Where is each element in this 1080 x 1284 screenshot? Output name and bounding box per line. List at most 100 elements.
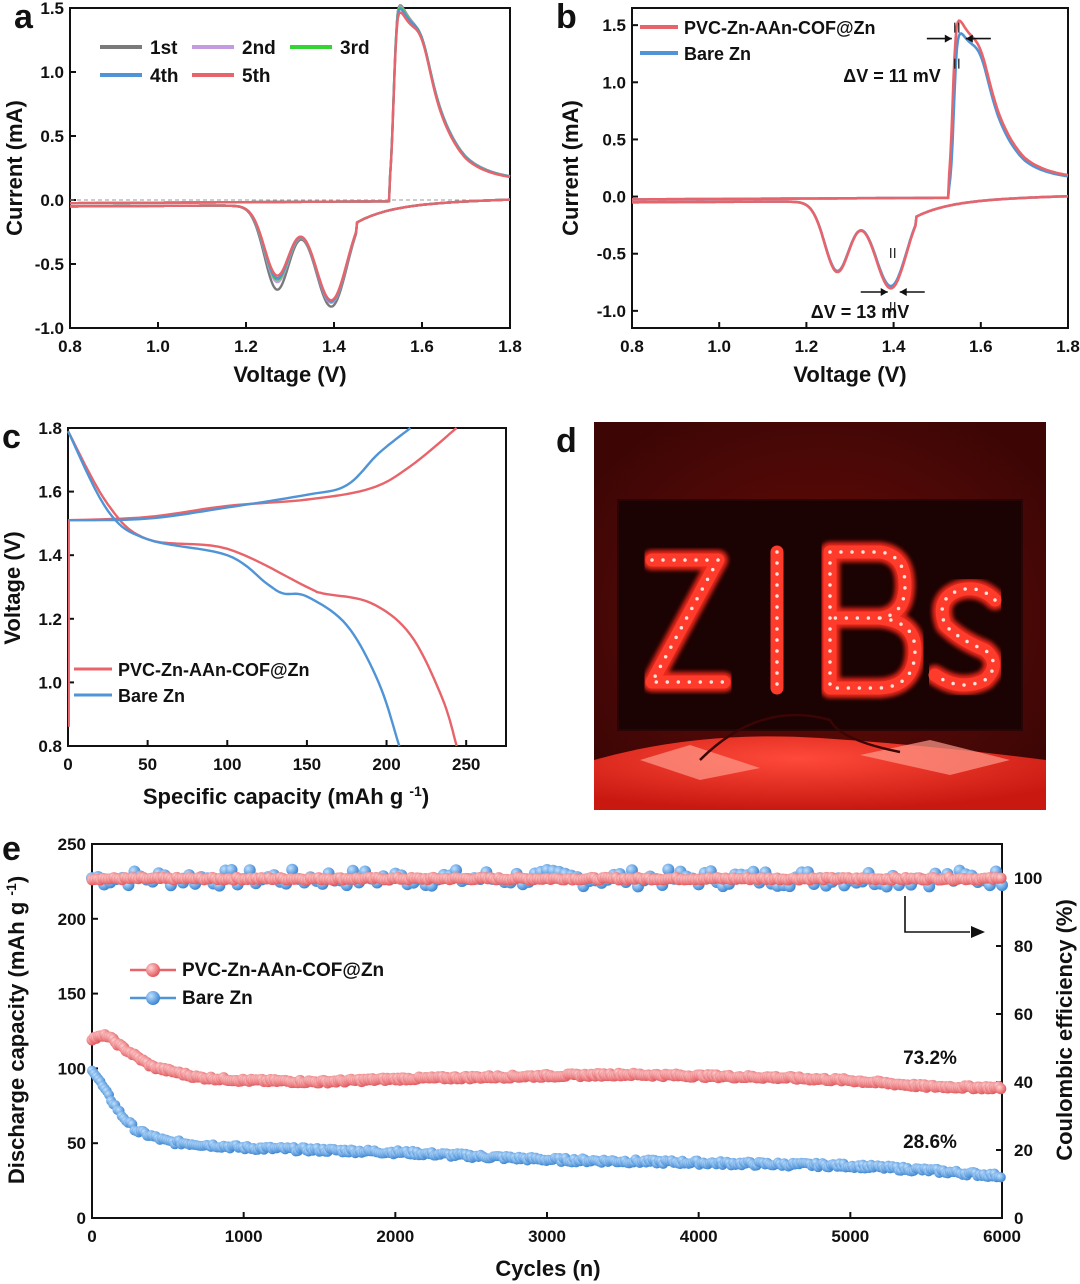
y-axis-label-main: Discharge capacity (mAh g <box>4 896 29 1185</box>
y-tick-label: 50 <box>67 1134 86 1153</box>
cv-anodic-2nd <box>70 5 511 205</box>
panel-e: e0 1000 2000 3000 4000 5000 600005010015020025… <box>2 830 1077 1281</box>
y-tick-label: 1.0 <box>602 73 626 92</box>
y-tick-label: 1.0 <box>40 63 64 82</box>
cv-anodic-3rd <box>70 6 511 205</box>
x-axis-label-sup: -1 <box>409 783 422 799</box>
y-tick-label: 150 <box>58 985 86 1004</box>
charge-curve <box>67 427 458 522</box>
y2-tick-label: 20 <box>1014 1141 1033 1160</box>
x-tick-label: 1.2 <box>795 337 819 356</box>
capacity-bare-points <box>87 1065 1006 1183</box>
y-tick-label: 100 <box>58 1059 86 1078</box>
y-tick-label: 1.0 <box>38 673 62 692</box>
cv-anodic-1st <box>395 4 511 178</box>
y-tick-label: 250 <box>58 835 86 854</box>
delta-ticks-ox <box>954 22 960 69</box>
cv-anodic-PVC-Zn-AAn-COF@Zn <box>632 19 1069 201</box>
discharge-curve <box>66 430 401 747</box>
legend-label: Bare Zn <box>182 988 253 1009</box>
y-tick-label: 0.0 <box>40 191 64 210</box>
retention-coated: 73.2% <box>903 1048 957 1069</box>
x-tick-label: 0 <box>87 1227 96 1246</box>
x-tick-label: 5000 <box>831 1227 869 1246</box>
x-tick-label: 0.8 <box>58 337 82 356</box>
x-tick-label: 4000 <box>680 1227 718 1246</box>
legend-b: PVC-Zn-AAn-COF@Zn Bare Zn <box>640 18 876 64</box>
x-tick-label: 1.6 <box>969 337 993 356</box>
pouch-cell-2 <box>860 740 1010 775</box>
x-axis-label: Cycles (n) <box>495 1256 600 1281</box>
x-axis-label: Specific capacity (mAh g -1) <box>143 783 429 809</box>
x-tick-label: 6000 <box>983 1227 1021 1246</box>
y-tick-label: 1.5 <box>40 0 64 18</box>
y-tick-label: -1.0 <box>597 302 626 321</box>
x-tick-label: 1.4 <box>322 337 346 356</box>
legend-label: 1st <box>150 38 178 59</box>
legend-label: PVC-Zn-AAn-COF@Zn <box>684 18 876 38</box>
x-tick-label: 1.8 <box>498 337 522 356</box>
x-tick-label: 1.0 <box>707 337 731 356</box>
pouch-cell-1 <box>640 745 760 780</box>
axis-pointer-arrowhead <box>971 926 985 938</box>
x-tick-label: 1.0 <box>146 337 170 356</box>
cv-cathodic-Bare Zn <box>632 194 1069 288</box>
legend-label: PVC-Zn-AAn-COF@Zn <box>182 960 384 981</box>
y-tick-label: 0.5 <box>40 127 64 146</box>
x-tick-label: 0 <box>63 755 72 774</box>
x-axis-label-main: Specific capacity (mAh g <box>143 784 410 809</box>
panel-label-b: b <box>556 0 577 36</box>
wire <box>699 713 901 761</box>
y-tick-label: 0.8 <box>38 737 62 756</box>
x-tick-label: 1.6 <box>410 337 434 356</box>
legend-a: 1st 2nd 3rd 4th 5th <box>100 38 370 87</box>
x-axis-label: Voltage (V) <box>233 362 346 387</box>
x-axis-label: Voltage (V) <box>793 362 906 387</box>
annotation-dv-red: ΔV = 13 mV <box>811 302 910 322</box>
legend-label: 5th <box>242 66 271 87</box>
y-tick-label: 0.0 <box>602 188 626 207</box>
capacity-coated-points <box>86 1029 1007 1095</box>
led-dots <box>649 558 726 684</box>
legend-label: 3rd <box>340 38 370 59</box>
cv-cathodic-5th <box>70 198 510 302</box>
y-axis-label-sup: -1 <box>3 883 19 896</box>
y2-tick-label: 40 <box>1014 1073 1033 1092</box>
y-tick-label: 1.2 <box>38 610 62 629</box>
panel-d: d <box>556 422 1046 810</box>
y-tick-label: 1.5 <box>602 16 626 35</box>
y-tick-label: -0.5 <box>597 245 626 264</box>
legend-label: 2nd <box>242 38 276 59</box>
x-tick-label: 1.8 <box>1056 337 1080 356</box>
charge-curve <box>68 427 412 522</box>
x-tick-label: 150 <box>293 755 321 774</box>
panel-label-e: e <box>2 830 21 868</box>
delta-arrowheads-ox <box>944 34 973 43</box>
x-tick-label: 1000 <box>225 1227 263 1246</box>
x-tick-label: 100 <box>213 755 241 774</box>
x-tick-label: 2000 <box>376 1227 414 1246</box>
y-tick-label: -0.5 <box>35 255 64 274</box>
y2-tick-label: 80 <box>1014 937 1033 956</box>
y-axis-label: Discharge capacity (mAh g -1) <box>3 876 29 1184</box>
plot-frame <box>631 7 1069 329</box>
axes: 0.8 1.0 1.2 1.4 1.6 1.8 -1.0 -0.5 0.0 0.5 1.0 1.5 <box>597 7 1080 356</box>
led-letter <box>928 582 1002 692</box>
capacity-point <box>995 1172 1006 1183</box>
panel-label-c: c <box>2 418 21 456</box>
y-tick-label: 200 <box>58 910 86 929</box>
legend-marker <box>146 963 160 977</box>
x-tick-label: 250 <box>452 755 480 774</box>
cv-anodic-4th <box>70 7 511 205</box>
discharge-curve <box>66 430 458 747</box>
x-tick-label: 50 <box>138 755 157 774</box>
y-tick-label: 0.5 <box>602 130 626 149</box>
axes: 0.8 1.0 1.2 1.4 1.6 1.8 -1.0 -0.5 0.0 0.5 1.0 1.5 <box>35 0 522 356</box>
y-axis-label: Voltage (V) <box>0 531 25 644</box>
ce-point <box>243 864 256 877</box>
cv-anodic-5th <box>70 11 511 205</box>
y-tick-label: -1.0 <box>35 319 64 338</box>
x-tick-label: 3000 <box>528 1227 566 1246</box>
legend-label: 4th <box>150 66 179 87</box>
